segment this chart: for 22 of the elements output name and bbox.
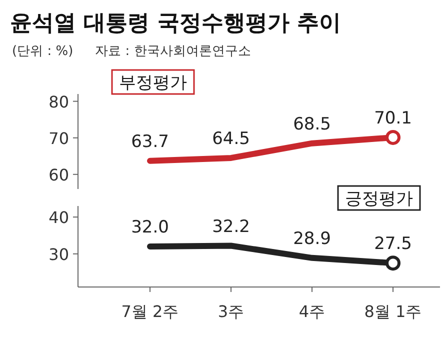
x-tick-label: 8월 1주 [364,302,422,321]
y-tick-label: 30 [48,244,69,264]
chart-title: 윤석열 대통령 국정수행평가 추이 [10,11,341,36]
y-tick-label: 60 [48,165,69,184]
data-label: 27.5 [374,234,412,254]
y-tick-label: 80 [48,92,69,112]
text: 자료 : 한국사회여론연구소 [95,44,251,59]
y-tick-label: 70 [48,128,69,148]
data-label: 70.1 [374,108,412,128]
data-label: 68.5 [293,114,331,134]
x-tick-label: 4주 [298,302,326,321]
chart-subtitle: (단위 : %) [12,44,74,59]
data-label: 64.5 [212,128,250,149]
data-label: 63.7 [131,132,169,152]
x-tick-label: 3주 [218,302,244,321]
data-label: 32.0 [131,218,169,238]
x-tick-label: 7월 2주 [121,302,179,321]
y-tick-label: 40 [48,208,69,228]
data-label: 28.9 [293,228,331,249]
text: 부정평가 [119,73,187,93]
text: 긍정평가 [345,189,413,209]
data-label: 32.2 [212,216,250,237]
